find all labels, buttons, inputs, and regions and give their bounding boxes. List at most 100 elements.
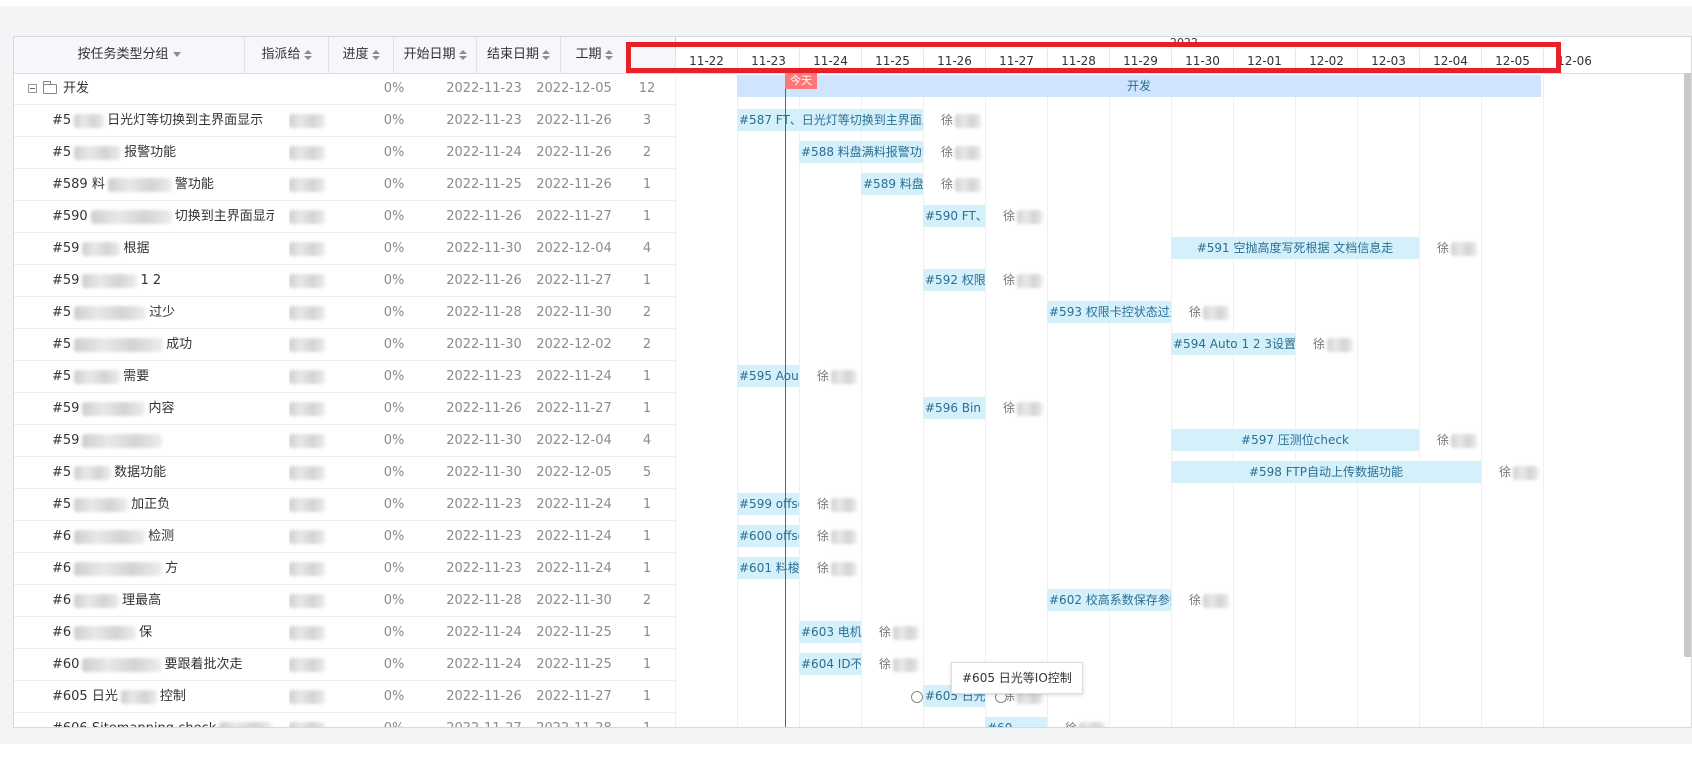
task-name-cell[interactable]: #5 数据功能 bbox=[52, 457, 274, 488]
task-name-cell[interactable]: #606 Sitemapping check bbox=[52, 713, 274, 727]
sort-icon[interactable] bbox=[458, 49, 467, 60]
task-bar[interactable]: #604 ID不良 bbox=[799, 653, 861, 675]
task-bar[interactable]: #599 offset bbox=[737, 493, 799, 515]
sort-icon[interactable] bbox=[371, 49, 380, 60]
owner-initial: 徐 bbox=[1189, 305, 1202, 319]
drag-handle[interactable] bbox=[911, 691, 923, 703]
task-bar[interactable]: #596 Bin 文件 bbox=[923, 397, 985, 419]
task-name-cell[interactable]: #5 日光灯等切换到主界面显示 bbox=[52, 105, 274, 136]
task-name-cell[interactable]: #59 1 2 bbox=[52, 265, 274, 296]
task-grid: 按任务类型分组 指派给 进度 开始日期 结束日期 工期 开发 0% 2022-11-… bbox=[14, 37, 676, 727]
table-row[interactable]: #606 Sitemapping check 0%2022-11-272022-1… bbox=[14, 713, 675, 727]
task-name-visible: #590 bbox=[52, 209, 88, 224]
day-gridline bbox=[1233, 73, 1234, 727]
caret-down-icon[interactable] bbox=[172, 52, 181, 57]
table-row[interactable]: #6 理最高 0% 2022-11-28 2022-11-30 2 bbox=[14, 585, 675, 617]
table-row[interactable]: #5 日光灯等切换到主界面显示 0% 2022-11-23 2022-11-26 3 bbox=[14, 105, 675, 137]
blurred-text bbox=[74, 369, 121, 384]
task-bar[interactable]: #597 压测位check bbox=[1171, 429, 1419, 451]
task-name-cell[interactable]: #589 料 警功能 bbox=[52, 169, 274, 200]
sort-icon[interactable] bbox=[303, 49, 312, 60]
task-bar[interactable]: #598 FTP自动上传数据功能 bbox=[1171, 461, 1481, 483]
task-bar-owner: 徐 bbox=[879, 653, 920, 675]
task-name-cell[interactable]: #59 bbox=[52, 425, 274, 456]
task-bar[interactable]: #591 空抛高度写死根据 文档信息走 bbox=[1171, 237, 1419, 259]
sort-icon[interactable] bbox=[542, 49, 550, 60]
task-assignee bbox=[289, 393, 345, 424]
column-header-assignee[interactable]: 指派给 bbox=[245, 37, 329, 73]
table-row[interactable]: #5 成功 0% 2022-11-30 2022-12-02 2 bbox=[14, 329, 675, 361]
task-assignee bbox=[289, 329, 345, 360]
task-name-cell[interactable]: #6 检测 bbox=[52, 521, 274, 552]
task-bar[interactable]: #600 offset上 bbox=[737, 525, 799, 547]
task-name-cell[interactable]: #605 日光 控制 bbox=[52, 681, 274, 712]
task-bar[interactable]: #603 电机坐 bbox=[799, 621, 861, 643]
column-header-progress[interactable]: 进度 bbox=[329, 37, 394, 73]
table-row[interactable]: #6 方 0% 2022-11-23 2022-11-24 1 bbox=[14, 553, 675, 585]
table-row[interactable]: #6 保 0% 2022-11-24 2022-11-25 1 bbox=[14, 617, 675, 649]
blurred-text bbox=[74, 497, 129, 512]
task-bar[interactable]: #593 权限卡控状态过少需 bbox=[1047, 301, 1171, 323]
table-row[interactable]: #6 检测 0% 2022-11-23 2022-11-24 1 bbox=[14, 521, 675, 553]
task-name-cell[interactable]: #6 理最高 bbox=[52, 585, 274, 616]
group-row[interactable]: 开发 0% 2022-11-23 2022-12-05 12 bbox=[14, 73, 675, 105]
task-name-cell[interactable]: #59 内容 bbox=[52, 393, 274, 424]
task-progress: 0% bbox=[349, 713, 439, 727]
table-row[interactable]: #5 过少 0% 2022-11-28 2022-11-30 2 bbox=[14, 297, 675, 329]
table-row[interactable]: #5 报警功能 0% 2022-11-24 2022-11-26 2 bbox=[14, 137, 675, 169]
table-row[interactable]: #5 数据功能 0% 2022-11-30 2022-12-05 5 bbox=[14, 457, 675, 489]
sort-icon[interactable] bbox=[604, 49, 613, 60]
timeline-day-12-01: 12-01 bbox=[1233, 49, 1295, 73]
task-bar[interactable]: #601 料梭（ bbox=[737, 557, 799, 579]
owner-initial: 徐 bbox=[817, 561, 830, 575]
collapse-icon[interactable] bbox=[28, 84, 37, 93]
blurred-owner bbox=[1017, 209, 1044, 224]
blurred-owner bbox=[831, 561, 858, 576]
task-bar[interactable]: #594 Auto 1 2 3设置成功 bbox=[1171, 333, 1295, 355]
task-name-cell[interactable]: #5 报警功能 bbox=[52, 137, 274, 168]
blurred-owner bbox=[1017, 273, 1044, 288]
task-name-cell[interactable]: #6 方 bbox=[52, 553, 274, 584]
task-bar[interactable]: #588 料盘满料报警功能 bbox=[799, 141, 923, 163]
task-name-cell[interactable]: #5 成功 bbox=[52, 329, 274, 360]
task-assignee bbox=[289, 649, 345, 680]
task-bar[interactable]: #60 bbox=[985, 717, 1047, 727]
table-row[interactable]: #59 内容 0% 2022-11-26 2022-11-27 1 bbox=[14, 393, 675, 425]
table-row[interactable]: #59 根据 0% 2022-11-30 2022-12-04 4 bbox=[14, 233, 675, 265]
task-name-cell[interactable]: #590 切换到主界面显示 bbox=[52, 201, 274, 232]
group-bar[interactable]: 开发 bbox=[737, 75, 1541, 97]
task-progress: 0% bbox=[383, 401, 405, 416]
task-name-cell[interactable]: #60 要跟着批次走 bbox=[52, 649, 274, 680]
task-bar[interactable]: #589 料盘满 bbox=[861, 173, 923, 195]
table-row[interactable]: #60 要跟着批次走 0% 2022-11-24 2022-11-25 1 bbox=[14, 649, 675, 681]
owner-initial: 徐 bbox=[1437, 433, 1450, 447]
task-bar[interactable]: #602 校高系数保存参数 bbox=[1047, 589, 1171, 611]
blurred-text bbox=[90, 209, 172, 224]
table-row[interactable]: #5 需要 0% 2022-11-23 2022-11-24 1 bbox=[14, 361, 675, 393]
column-header-name[interactable]: 按任务类型分组 bbox=[14, 37, 245, 73]
column-header-start[interactable]: 开始日期 bbox=[394, 37, 477, 73]
table-row[interactable]: #59 0% 2022-11-30 2022-12-04 4 bbox=[14, 425, 675, 457]
task-bar[interactable]: #587 FT、日光灯等切换到主界面显示 bbox=[737, 109, 923, 131]
table-row[interactable]: #605 日光 控制 0% 2022-11-26 2022-11-27 1 bbox=[14, 681, 675, 713]
owner-initial: 徐 bbox=[1313, 337, 1326, 351]
task-bar[interactable]: #592 权限 D bbox=[923, 269, 985, 291]
task-bar-owner: 徐 bbox=[817, 493, 858, 515]
task-bar[interactable]: #595 Aouto bbox=[737, 365, 799, 387]
column-header-end[interactable]: 结束日期 bbox=[477, 37, 561, 73]
task-progress: 0% bbox=[383, 561, 405, 576]
vertical-scrollbar[interactable] bbox=[1684, 73, 1691, 657]
column-header-duration[interactable]: 工期 bbox=[561, 37, 627, 73]
task-name-cell[interactable]: #5 需要 bbox=[52, 361, 274, 392]
task-name-cell[interactable]: #6 保 bbox=[52, 617, 274, 648]
task-start-date: 2022-11-24 bbox=[446, 145, 522, 160]
table-row[interactable]: #59 1 2 0% 2022-11-26 2022-11-27 1 bbox=[14, 265, 675, 297]
task-name-cell[interactable]: #59 根据 bbox=[52, 233, 274, 264]
table-row[interactable]: #590 切换到主界面显示 0% 2022-11-26 2022-11-27 1 bbox=[14, 201, 675, 233]
table-row[interactable]: #589 料 警功能 0% 2022-11-25 2022-11-26 1 bbox=[14, 169, 675, 201]
task-name-cell[interactable]: #5 加正负 bbox=[52, 489, 274, 520]
task-name-cell[interactable]: #5 过少 bbox=[52, 297, 274, 328]
timeline: 2022 11-22 11-23 11-24 11-25 11-26 11-27 11-28… bbox=[675, 37, 1691, 727]
task-bar[interactable]: #590 FT、日 bbox=[923, 205, 985, 227]
table-row[interactable]: #5 加正负 0% 2022-11-23 2022-11-24 1 bbox=[14, 489, 675, 521]
